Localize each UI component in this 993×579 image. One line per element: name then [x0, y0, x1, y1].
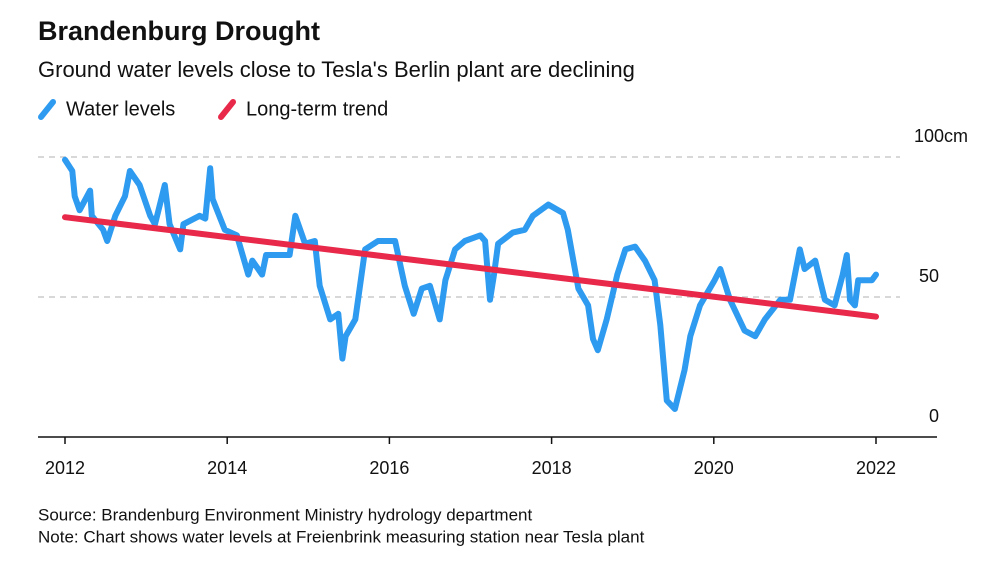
source: Source: Brandenburg Environment Ministry…: [38, 505, 532, 524]
x-tick-label: 2012: [45, 458, 85, 478]
x-tick-label: 2014: [207, 458, 247, 478]
legend-swatch: [38, 99, 56, 120]
legend-swatch: [218, 99, 236, 120]
x-tick-label: 2016: [369, 458, 409, 478]
chart-subtitle: Ground water levels close to Tesla's Ber…: [38, 57, 635, 82]
series-line: [62, 214, 879, 320]
y-tick-label: 100cm: [914, 126, 968, 146]
y-tick-label: 0: [929, 406, 939, 426]
series-line: [62, 156, 879, 412]
note: Note: Chart shows water levels at Freien…: [38, 527, 645, 546]
x-tick-label: 2022: [856, 458, 896, 478]
legend-label: Long-term trend: [246, 98, 388, 120]
x-tick-label: 2020: [694, 458, 734, 478]
chart-title: Brandenburg Drought: [38, 16, 320, 46]
y-tick-label: 50: [919, 266, 939, 286]
legend-label: Water levels: [66, 98, 175, 120]
x-tick-label: 2018: [532, 458, 572, 478]
